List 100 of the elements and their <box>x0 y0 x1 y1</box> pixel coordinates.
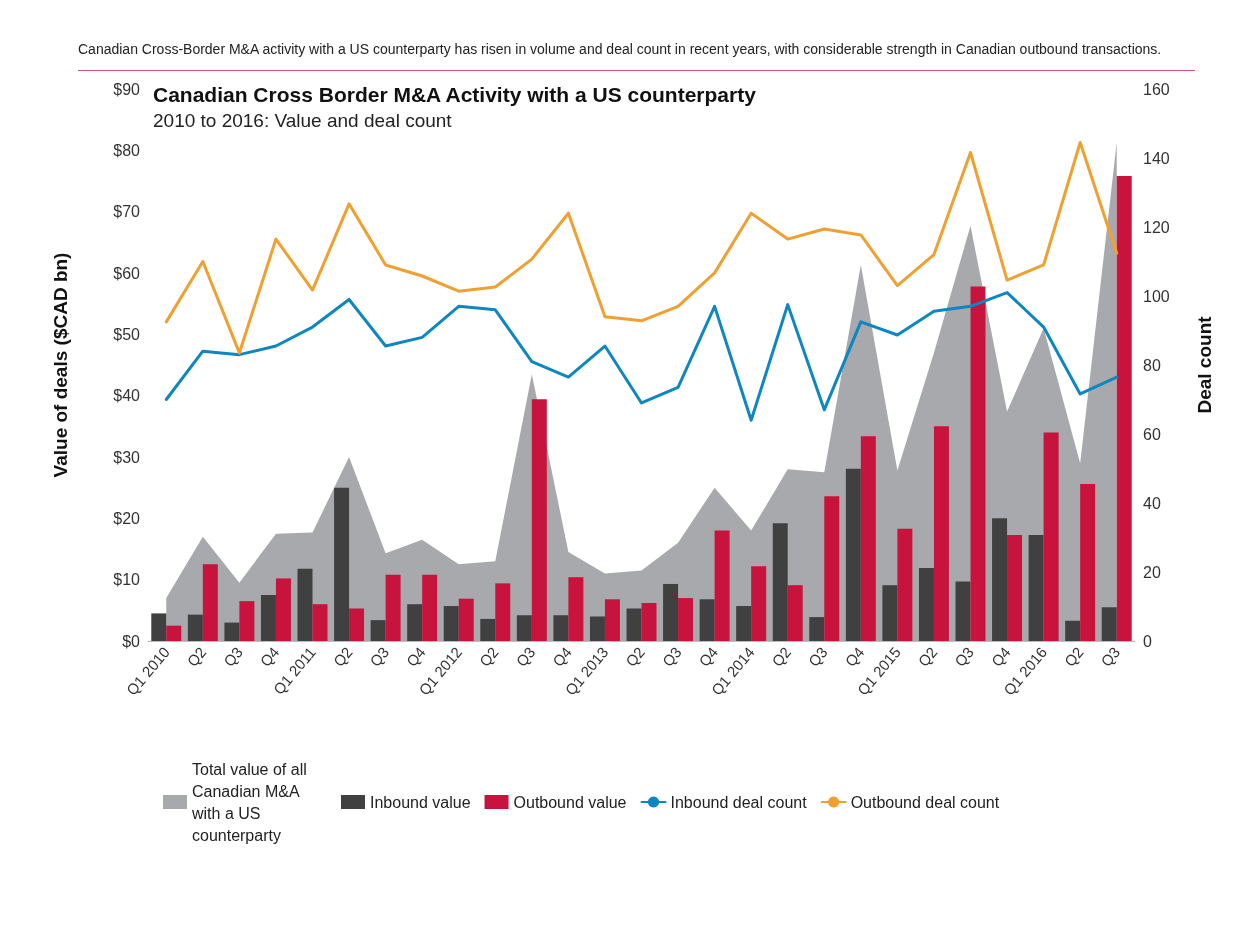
legend-label: Outbound value <box>513 793 627 811</box>
y2-tick-label: 160 <box>1143 80 1170 98</box>
bar <box>568 577 584 641</box>
x-tick-label: Q3 <box>220 643 246 670</box>
text: 2010 to 2016: Value and deal count <box>153 110 453 131</box>
bar <box>260 595 276 641</box>
y-tick-label: $0 <box>122 632 141 650</box>
bar <box>202 564 218 641</box>
bar <box>882 585 898 641</box>
bar <box>151 613 167 641</box>
bar <box>860 436 876 641</box>
bar <box>1065 620 1081 641</box>
bar <box>370 620 386 641</box>
line-series <box>164 291 1119 422</box>
y2-tick-label: 60 <box>1143 425 1161 443</box>
bar <box>736 606 752 641</box>
x-tick-label: Q3 <box>512 643 539 670</box>
bar <box>553 615 569 641</box>
bar <box>458 598 474 641</box>
y-tick-label: $50 <box>113 325 141 343</box>
x-tick-label: Q2 <box>475 643 502 670</box>
bar <box>955 581 971 641</box>
bar <box>407 604 423 641</box>
bar <box>443 606 459 641</box>
bar <box>422 574 438 641</box>
text: Canadian Cross-Border M&A activity with a US counterparty has risen in volume and deal count in recent years, with considerable strength in Canadian outbound transactions. <box>77 40 1163 59</box>
bar <box>787 585 803 641</box>
x-tick-label: Q3 <box>658 643 685 670</box>
bar <box>626 608 642 641</box>
y2-tick-label: 0 <box>1143 632 1152 650</box>
legend-label: Outbound deal count <box>850 793 1000 811</box>
bar <box>1116 176 1132 641</box>
x-tick-label: Q2 <box>183 643 210 670</box>
bar <box>297 568 313 641</box>
bar <box>334 487 350 641</box>
bar <box>714 530 730 641</box>
y2-tick-label: 20 <box>1143 563 1161 581</box>
bar <box>663 583 679 641</box>
x-tick-label: Q2 <box>622 643 649 670</box>
y-tick-label: $60 <box>113 264 141 282</box>
x-tick-label: Q2 <box>914 643 941 670</box>
y-tick-label: $20 <box>113 509 141 527</box>
bar <box>385 574 401 641</box>
y-tick-label: $70 <box>113 203 141 221</box>
y2-tick-label: 100 <box>1143 287 1170 305</box>
bar <box>275 578 291 641</box>
bar <box>239 601 255 641</box>
y-tick-label: $40 <box>113 387 141 405</box>
x-tick-label: Q4 <box>402 643 429 670</box>
x-tick-label: Q2 <box>1060 643 1087 670</box>
bar <box>604 599 620 641</box>
bar <box>699 599 715 641</box>
x-tick-label: Q3 <box>1097 643 1124 670</box>
bar <box>933 426 949 641</box>
chart-title: Canadian Cross Border M&A Activity with a US counterparty <box>153 83 757 106</box>
legend-label: Inbound value <box>370 793 471 811</box>
y2-tick-label: 40 <box>1143 494 1161 512</box>
legend-label: Inbound deal count <box>670 793 808 811</box>
bar <box>824 496 840 641</box>
bar <box>845 468 861 641</box>
legend-label: Total value of all Canadian M&A with a US counterparty <box>191 760 312 844</box>
y2-axis-title: Deal count <box>1194 315 1215 414</box>
bar <box>1043 432 1059 641</box>
bar <box>772 523 788 641</box>
bar <box>809 617 825 641</box>
bar <box>495 583 511 641</box>
bar <box>641 602 657 641</box>
bar <box>166 625 182 641</box>
bar <box>897 528 913 641</box>
bar <box>1080 483 1096 641</box>
bar <box>992 518 1008 641</box>
y-tick-label: $10 <box>113 571 141 589</box>
bar <box>751 566 767 641</box>
x-tick-label: Q2 <box>329 643 356 670</box>
x-tick-label: Q3 <box>804 643 831 670</box>
x-tick-label: Q4 <box>256 643 283 670</box>
bar <box>187 614 203 641</box>
bar <box>1101 607 1117 641</box>
bar <box>224 622 240 641</box>
x-tick-label: Q4 <box>549 643 575 670</box>
x-tick-label: Q3 <box>951 643 978 670</box>
bar <box>1007 534 1023 641</box>
y-tick-label: $90 <box>113 80 141 98</box>
x-tick-label: Q4 <box>841 643 868 670</box>
y-axis-title: Value of deals ($CAD bn) <box>50 252 71 478</box>
line-series <box>164 140 1119 355</box>
bar <box>678 598 694 641</box>
bar <box>516 615 532 641</box>
y2-tick-label: 80 <box>1143 356 1161 374</box>
y2-tick-label: 120 <box>1143 218 1170 236</box>
x-tick-label: Q2 <box>768 643 795 670</box>
y-tick-label: $30 <box>113 448 141 466</box>
x-tick-label: Q4 <box>987 643 1014 670</box>
y2-tick-label: 140 <box>1143 149 1170 167</box>
bar <box>312 604 328 641</box>
bar <box>589 616 605 641</box>
x-tick-label: Q3 <box>366 643 393 670</box>
bar <box>480 618 496 641</box>
y-tick-label: $80 <box>113 141 141 159</box>
bar <box>970 286 986 641</box>
